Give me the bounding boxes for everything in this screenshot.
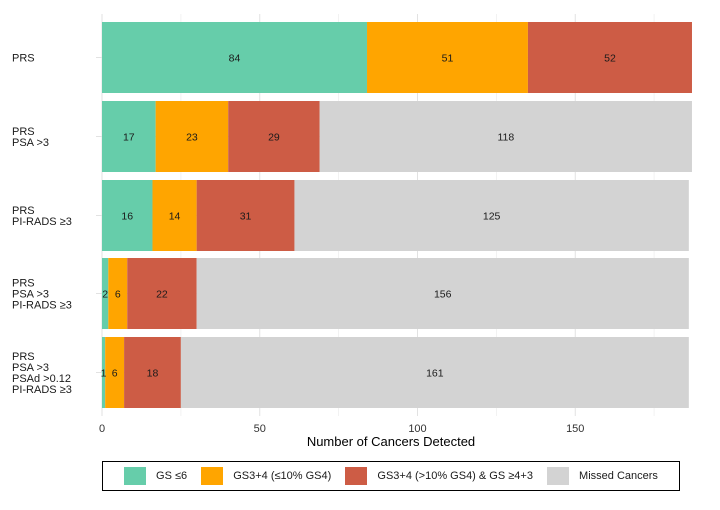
bar-segment — [102, 101, 156, 172]
bar-value-label: 31 — [240, 211, 252, 223]
legend-item: Missed Cancers — [547, 467, 658, 485]
bar-value-label: 52 — [604, 53, 616, 65]
bar-value-label: 125 — [483, 211, 501, 223]
bar-segment — [102, 258, 109, 329]
legend-label: GS3+4 (>10% GS4) & GS ≥4+3 — [377, 470, 533, 482]
bar-value-label: 118 — [497, 132, 514, 144]
legend-swatch — [124, 467, 147, 485]
category-label: PRS PSA >3 PI-RADS ≥3 — [12, 278, 72, 312]
bar-segment — [102, 337, 106, 408]
bar-value-label: 6 — [112, 368, 118, 380]
x-tick-label: 0 — [99, 423, 105, 435]
legend-label: GS ≤6 — [156, 470, 188, 482]
bar-value-label: 161 — [426, 368, 444, 380]
bar-segment — [102, 22, 368, 93]
bar-value-label: 51 — [442, 53, 454, 65]
bar-value-label: 16 — [121, 211, 133, 223]
bar-segment — [196, 180, 295, 251]
bar-segment — [527, 22, 692, 93]
bar-segment — [180, 337, 689, 408]
bar-value-label: 14 — [169, 211, 181, 223]
category-label: PRS PI-RADS ≥3 — [12, 205, 72, 228]
bar-segment — [108, 258, 128, 329]
x-tick-label: 100 — [408, 423, 426, 435]
x-axis-title: Number of Cancers Detected — [307, 434, 475, 449]
bar-segment — [319, 101, 692, 172]
bar-value-label: 2 — [102, 289, 108, 301]
bar-value-label: 18 — [147, 368, 159, 380]
bar-value-label: 6 — [115, 289, 121, 301]
bar-value-label: 22 — [156, 289, 168, 301]
bar-segment — [155, 101, 229, 172]
bar-segment — [127, 258, 197, 329]
legend-swatch — [201, 467, 224, 485]
x-tick-label: 150 — [566, 423, 584, 435]
bar-segment — [105, 337, 125, 408]
legend-label: Missed Cancers — [579, 470, 658, 482]
legend-item: GS3+4 (>10% GS4) & GS ≥4+3 — [345, 467, 533, 485]
bar-value-label: 23 — [186, 132, 198, 144]
legend-item: GS ≤6 — [124, 467, 187, 485]
legend-label: GS3+4 (≤10% GS4) — [233, 470, 332, 482]
x-tick-label: 50 — [254, 423, 266, 435]
legend: GS ≤6 GS3+4 (≤10% GS4) GS3+4 (>10% GS4) & … — [102, 461, 680, 491]
bar-segment — [124, 337, 181, 408]
bar-segment — [228, 101, 320, 172]
bar-value-label: 17 — [123, 132, 135, 144]
bar-value-label: 1 — [101, 368, 107, 380]
bar-segment — [294, 180, 689, 251]
x-tick-labels: 0 50 100 150 — [99, 423, 584, 435]
bar-segment — [152, 180, 197, 251]
bar-segment — [102, 180, 153, 251]
category-label: PRS — [12, 53, 35, 65]
legend-swatch — [547, 467, 570, 485]
bar-value-label: 29 — [268, 132, 280, 144]
category-labels: PRS PRS PSA >3 PRS PI-RADS ≥3 PRS PSA >3 PI-RAD… — [12, 53, 72, 397]
legend-swatch — [345, 467, 368, 485]
bar-segment — [196, 258, 689, 329]
bar-value-label: 156 — [434, 289, 452, 301]
category-label: PRS PSA >3 — [12, 126, 49, 149]
legend-item: GS3+4 (≤10% GS4) — [201, 467, 331, 485]
bar-value-label: 84 — [229, 53, 241, 65]
bar-segment — [367, 22, 528, 93]
bars — [102, 22, 692, 408]
category-label: PRS PSA >3 PSAd >0.12 PI-RADS ≥3 — [12, 351, 72, 396]
